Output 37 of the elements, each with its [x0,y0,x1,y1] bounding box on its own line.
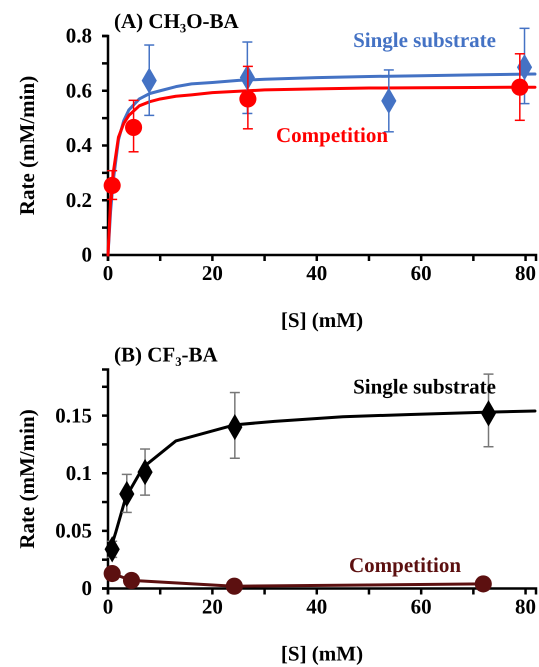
y-tick-label: 0.15 [55,403,92,428]
chart-title: (A) CH₃O-BA [114,9,240,33]
y-tick-label: 0 [82,242,92,267]
series-label: Competition [276,123,388,148]
x-axis-title: [S] (mM) [280,308,364,332]
y-tick-label: 0.2 [66,188,92,212]
point [104,564,121,582]
point [122,572,140,589]
x-tick-label: 0 [102,594,114,618]
series-label: Single substrate [353,28,496,52]
y-tick-label: 0.8 [66,24,92,48]
y-tick-label: 0 [82,576,92,600]
y-tick-label: 0.05 [55,518,92,543]
point [239,90,256,108]
series-label: Single substrate [353,374,496,398]
x-tick-label: 60 [410,594,432,618]
x-tick-label: 0 [102,260,114,285]
y-axis-title: Rate (mM/min) [15,409,39,549]
y-tick-label: 0.6 [66,78,92,102]
x-axis-title: [S] (mM) [280,642,364,666]
point [125,118,142,136]
point [226,578,243,595]
x-tick-label: 20 [202,260,223,285]
y-tick-label: 0.4 [66,133,92,158]
point [474,575,492,592]
x-tick-label: 80 [515,260,536,285]
x-tick-label: 20 [202,594,223,618]
chart-title: (B) CF₃-BA [114,342,219,366]
series-label: Competition [349,552,462,577]
point [511,78,528,96]
x-tick-label: 40 [306,260,328,285]
point [104,176,121,194]
y-tick-label: 0.1 [66,460,92,485]
x-tick-label: 40 [306,594,328,618]
x-tick-label: 60 [410,260,432,285]
y-axis-title: Rate (mM/min) [15,76,39,216]
x-tick-label: 80 [515,594,536,618]
